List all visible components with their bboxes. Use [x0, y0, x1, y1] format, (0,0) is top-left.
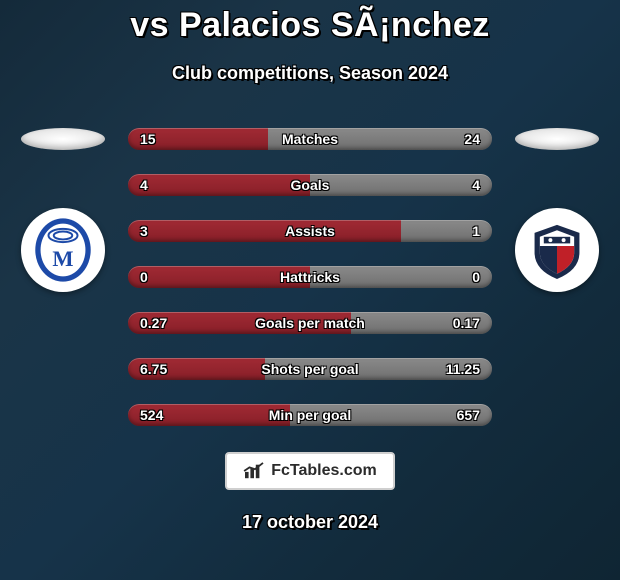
- stat-left-value: 524: [140, 407, 163, 423]
- stat-bar-text-row: 0.27Goals per match0.17: [128, 312, 492, 334]
- stat-right-value: 0.17: [453, 315, 480, 331]
- page-title: vs Palacios SÃ¡nchez: [0, 6, 620, 45]
- stat-left-value: 15: [140, 131, 156, 147]
- page-subtitle: Club competitions, Season 2024: [0, 63, 620, 84]
- stat-bar: 15Matches24: [128, 128, 492, 150]
- right-crest-svg: [524, 217, 590, 283]
- stat-right-value: 4: [472, 177, 480, 193]
- stat-label: Matches: [128, 131, 492, 147]
- stat-left-value: 0.27: [140, 315, 167, 331]
- stat-label: Hattricks: [128, 269, 492, 285]
- footer-date: 17 october 2024: [0, 512, 620, 533]
- stat-bar-text-row: 0Hattricks0: [128, 266, 492, 288]
- stat-label: Min per goal: [128, 407, 492, 423]
- stat-bar: 3Assists1: [128, 220, 492, 242]
- brand-text: FcTables.com: [271, 462, 377, 480]
- stat-bar: 0Hattricks0: [128, 266, 492, 288]
- stat-right-value: 0: [472, 269, 480, 285]
- left-team-column: M: [16, 128, 110, 292]
- left-crest-icon: M: [21, 208, 105, 292]
- stat-bar: 524Min per goal657: [128, 404, 492, 426]
- stat-left-value: 0: [140, 269, 148, 285]
- main-row: M 15Matches244Goals43Assists10Hattricks0…: [0, 128, 620, 426]
- brand-chart-icon: [243, 462, 265, 480]
- svg-text:M: M: [52, 246, 73, 271]
- stat-label: Goals: [128, 177, 492, 193]
- stat-bar: 0.27Goals per match0.17: [128, 312, 492, 334]
- stat-right-value: 1: [472, 223, 480, 239]
- right-crest-icon: [515, 208, 599, 292]
- stat-right-value: 24: [464, 131, 480, 147]
- stat-bar-text-row: 6.75Shots per goal11.25: [128, 358, 492, 380]
- stat-right-value: 11.25: [446, 361, 480, 377]
- stat-bar: 4Goals4: [128, 174, 492, 196]
- stat-bar-text-row: 4Goals4: [128, 174, 492, 196]
- left-flag-icon: [21, 128, 105, 150]
- stat-bar-text-row: 3Assists1: [128, 220, 492, 242]
- stat-bar: 6.75Shots per goal11.25: [128, 358, 492, 380]
- stat-bar-text-row: 15Matches24: [128, 128, 492, 150]
- stat-label: Goals per match: [128, 315, 492, 331]
- stat-right-value: 657: [457, 407, 480, 423]
- stat-left-value: 3: [140, 223, 148, 239]
- footer: FcTables.com 17 october 2024: [0, 452, 620, 533]
- stat-label: Assists: [128, 223, 492, 239]
- stat-bar-text-row: 524Min per goal657: [128, 404, 492, 426]
- left-crest-svg: M: [30, 217, 96, 283]
- stats-column: 15Matches24 4Goals4 3Assists1 0Hattricks0 0.…: [128, 128, 492, 426]
- stat-label: Shots per goal: [128, 361, 492, 377]
- right-team-column: [510, 128, 604, 292]
- brand-badge: FcTables.com: [225, 452, 395, 490]
- right-flag-icon: [515, 128, 599, 150]
- stat-left-value: 4: [140, 177, 148, 193]
- comparison-card: vs Palacios SÃ¡nchez Club competitions, …: [0, 0, 620, 580]
- stat-left-value: 6.75: [140, 361, 167, 377]
